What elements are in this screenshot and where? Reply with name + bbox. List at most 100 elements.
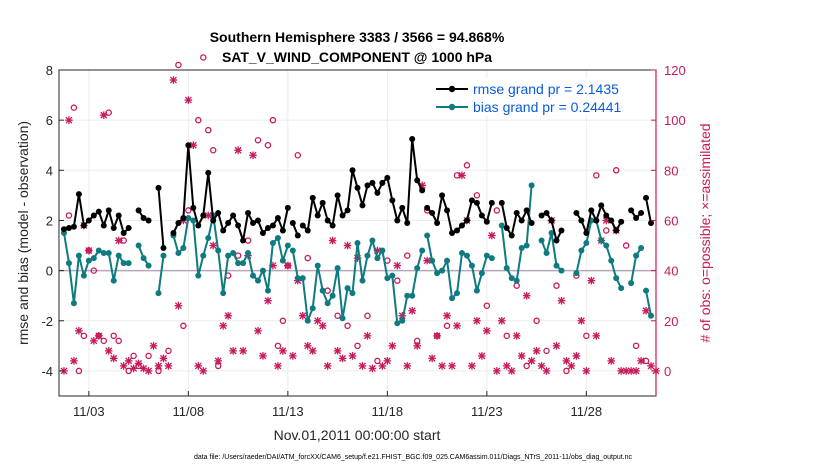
- bias-point: [513, 277, 520, 284]
- obs-possible-point: [632, 342, 640, 350]
- right-axis: 0 20 40 60 80 100 120: [651, 63, 686, 396]
- rmse-point: [528, 219, 535, 226]
- y-tick-label-left: 8: [46, 63, 53, 78]
- bias-point: [458, 250, 465, 257]
- bias-point: [185, 214, 192, 221]
- obs-assimilated-point: [343, 241, 352, 250]
- rmse-point: [598, 202, 605, 209]
- y-tick-label-right: 80: [664, 163, 678, 178]
- bias-point: [379, 247, 386, 254]
- obs-possible-point: [75, 367, 83, 375]
- rmse-point: [404, 219, 411, 226]
- rmse-line-segment: [645, 197, 652, 224]
- rmse-point: [274, 214, 281, 221]
- obs-possible-point: [254, 136, 262, 144]
- bias-point: [259, 267, 266, 274]
- rmse-point: [215, 209, 222, 216]
- rmse-point: [75, 191, 82, 198]
- rmse-point: [463, 217, 470, 224]
- obs-assimilated-point: [338, 354, 347, 363]
- rmse-point: [314, 212, 321, 219]
- obs-assimilated-point: [229, 347, 237, 355]
- bias-line-segment: [575, 219, 623, 289]
- bias-point: [613, 275, 620, 282]
- obs-assimilated-point: [433, 332, 441, 340]
- bias-point: [434, 270, 441, 277]
- bias-point: [648, 312, 655, 319]
- rmse-point: [264, 224, 271, 231]
- rmse-point: [250, 219, 257, 226]
- bias-point: [319, 287, 326, 294]
- chart-title-line2: SAT_V_WIND_COMPONENT @ 1000 hPa: [222, 49, 492, 65]
- obs-assimilated-point: [453, 321, 461, 330]
- y-axis-label-right: # of obs: o=possible; ×=assimilated: [697, 123, 713, 342]
- bias-point: [573, 270, 580, 277]
- obs-assimilated-point: [448, 362, 456, 370]
- bias-point: [110, 277, 117, 284]
- obs-assimilated-point: [214, 357, 222, 365]
- legend: rmse grand pr = 2.1435 bias grand pr = 0…: [428, 78, 650, 116]
- obs-possible-point: [374, 357, 381, 365]
- rmse-point: [538, 212, 545, 219]
- bias-point: [543, 250, 550, 257]
- rmse-line-segment: [575, 204, 623, 234]
- obs-assimilated-point: [403, 362, 412, 370]
- rmse-point: [468, 197, 475, 204]
- bias-point: [528, 182, 535, 189]
- bias-point: [70, 300, 77, 307]
- rmse-point: [593, 217, 600, 224]
- obs-assimilated-point: [169, 76, 178, 84]
- bias-point: [583, 240, 590, 247]
- obs-assimilated-point: [298, 311, 307, 320]
- rmse-point: [508, 232, 515, 239]
- obs-possible-point: [354, 342, 361, 350]
- rmse-point: [65, 224, 72, 231]
- obs-assimilated-point: [249, 151, 257, 160]
- bias-point: [304, 317, 311, 324]
- rmse-point: [444, 207, 451, 214]
- obs-possible-point: [443, 322, 451, 330]
- rmse-point: [155, 184, 162, 191]
- obs-assimilated-point: [512, 332, 521, 340]
- obs-assimilated-point: [284, 261, 292, 270]
- rmse-point: [379, 179, 386, 186]
- rmse-point: [319, 199, 326, 206]
- rmse-point: [578, 217, 585, 224]
- obs-assimilated-point: [567, 362, 576, 370]
- rmse-point: [170, 230, 177, 236]
- obs-possible-point: [115, 337, 122, 345]
- rmse-point: [643, 194, 650, 201]
- obs-assimilated-point: [473, 316, 481, 325]
- obs-assimilated-point: [478, 352, 486, 360]
- rmse-point: [120, 230, 127, 236]
- rmse-point: [125, 224, 132, 231]
- obs-assimilated-point: [109, 354, 118, 363]
- bias-point: [454, 290, 460, 297]
- rmse-point: [344, 207, 351, 214]
- rmse-line-segment: [157, 187, 165, 249]
- bias-point: [633, 252, 640, 259]
- obs-possible-point: [130, 352, 137, 360]
- y-tick-label-right: 0: [664, 364, 671, 379]
- obs-possible-point: [90, 267, 98, 274]
- rmse-point: [638, 209, 645, 216]
- bias-point: [424, 232, 431, 239]
- rmse-point: [90, 212, 97, 219]
- bias-point: [334, 265, 341, 272]
- bias-point: [598, 237, 605, 244]
- obs-assimilated-point: [234, 146, 242, 155]
- obs-assimilated-point: [393, 261, 402, 270]
- bias-point: [85, 257, 92, 264]
- bias-point: [309, 305, 316, 312]
- rmse-point: [374, 189, 381, 196]
- rmse-point: [488, 199, 495, 206]
- bias-point: [95, 247, 102, 254]
- obs-assimilated-point: [144, 367, 153, 375]
- rmse-point: [235, 222, 242, 229]
- obs-assimilated-point: [607, 357, 616, 365]
- rmse-point: [289, 219, 296, 226]
- rmse-point: [145, 217, 152, 224]
- rmse-point: [200, 212, 207, 219]
- obs-assimilated-point: [65, 116, 73, 124]
- rmse-point: [458, 222, 465, 229]
